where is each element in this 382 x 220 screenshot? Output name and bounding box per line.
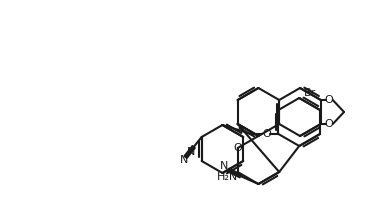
Text: N: N	[180, 155, 188, 165]
Text: O: O	[233, 143, 242, 153]
Text: N: N	[186, 147, 195, 157]
Text: H₂N: H₂N	[217, 172, 238, 182]
Text: O: O	[262, 129, 271, 139]
Text: O: O	[324, 119, 333, 129]
Text: O: O	[324, 95, 333, 105]
Text: Br: Br	[304, 88, 316, 98]
Text: N: N	[220, 161, 228, 171]
